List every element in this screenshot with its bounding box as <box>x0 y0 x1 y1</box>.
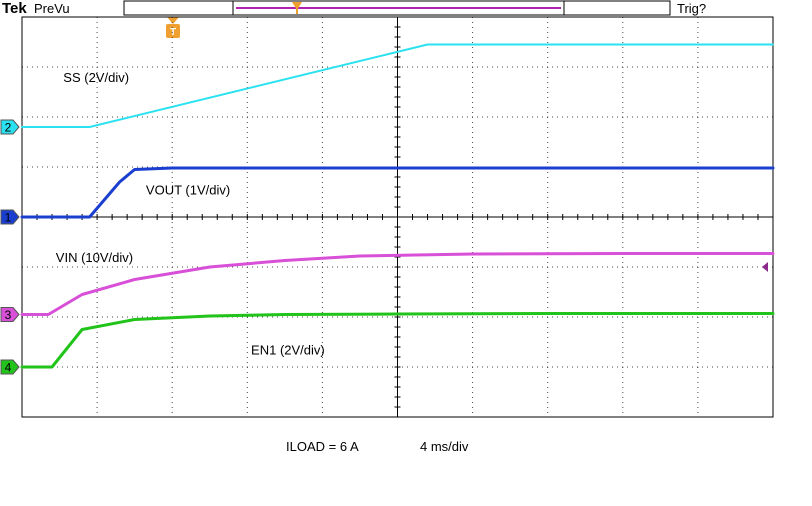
trace-channel-3 <box>20 252 775 316</box>
trace-channel-1 <box>20 166 775 219</box>
trigger-level-marker <box>762 262 768 272</box>
channel-marker-label: 3 <box>5 308 12 322</box>
annotations: SS (2V/div) VOUT (1V/div) VIN (10V/div) EN1… <box>56 70 325 358</box>
graticule <box>21 16 774 418</box>
mode-label: PreVu <box>34 1 70 16</box>
traces <box>20 43 775 369</box>
channel-marker-1[interactable]: 1 <box>0 209 20 225</box>
trace-channel-4 <box>20 312 775 369</box>
channel-marker-3[interactable]: 3 <box>0 307 20 323</box>
load-caption: ILOAD = 6 A <box>286 439 359 454</box>
channel-marker-4[interactable]: 4 <box>0 359 20 375</box>
scope-header: Tek PreVu Trig? T <box>2 0 706 38</box>
channel-marker-label: 1 <box>5 211 12 225</box>
trigger-position-icon <box>292 2 302 14</box>
channel-markers: 2 1 3 4 <box>0 119 20 375</box>
channel-marker-label: 2 <box>5 121 12 135</box>
time-scale-caption: 4 ms/div <box>420 439 469 454</box>
channel-marker-2[interactable]: 2 <box>0 119 20 135</box>
trace-annotation: SS (2V/div) <box>63 70 129 85</box>
trace-channel-2 <box>21 43 774 128</box>
trigger-status: Trig? <box>677 1 706 16</box>
trigger-marker-icon: T <box>166 17 180 38</box>
brand-logo: Tek <box>2 0 27 17</box>
trace-annotation: VOUT (1V/div) <box>146 183 230 198</box>
trace-annotation: EN1 (2V/div) <box>251 343 325 358</box>
channel-marker-label: 4 <box>5 361 12 375</box>
trace-annotation: VIN (10V/div) <box>56 250 133 265</box>
trigger-marker-label: T <box>170 27 176 38</box>
